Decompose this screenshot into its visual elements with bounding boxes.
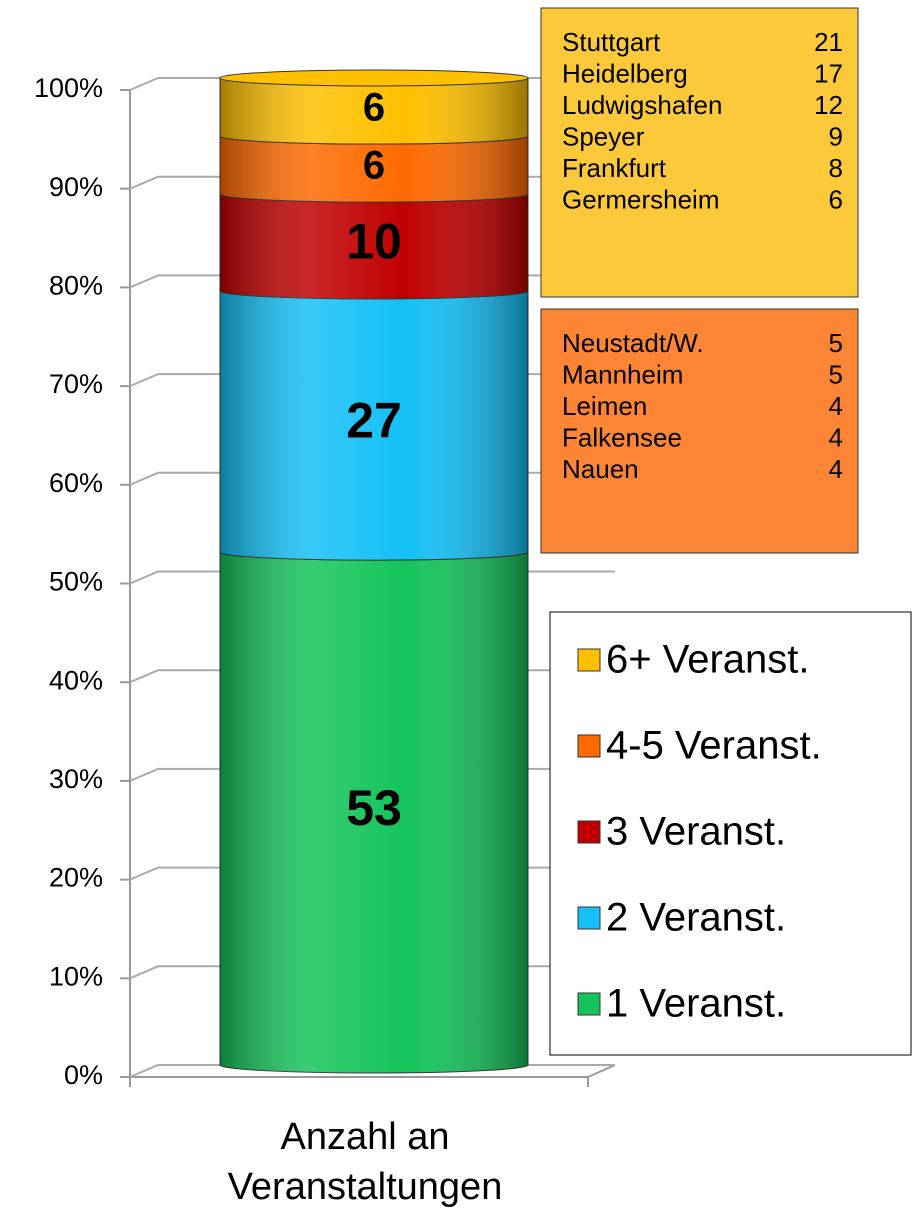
- city-count: 12: [814, 90, 843, 120]
- x-axis-depth: [587, 1064, 616, 1078]
- y-tick-label: 20%: [49, 863, 103, 893]
- city-name: Frankfurt: [562, 153, 667, 183]
- city-count: 17: [814, 58, 843, 88]
- legend-swatch: [577, 648, 601, 672]
- y-tick-label: 60%: [49, 468, 103, 498]
- city-name: Falkensee: [562, 422, 682, 452]
- data-label: 6: [363, 144, 385, 188]
- legend-box: [549, 611, 912, 1056]
- data-label: 27: [346, 393, 402, 449]
- x-category-label: Anzahl an Veranstaltungen: [227, 1116, 503, 1208]
- city-count: 4: [829, 422, 843, 452]
- data-label: 6: [363, 86, 385, 130]
- bar-segment: [219, 69, 529, 145]
- legend-swatch: [577, 734, 601, 758]
- y-tick-label: 90%: [49, 172, 103, 202]
- y-tick-label: 40%: [49, 665, 103, 695]
- city-count: 4: [829, 391, 843, 421]
- legend-label: 1 Veranst.: [606, 982, 786, 1026]
- city-name: Germersheim: [562, 184, 719, 214]
- city-name: Neustadt/W.: [562, 328, 704, 358]
- y-tick-label: 100%: [34, 73, 103, 103]
- city-count: 8: [829, 153, 843, 183]
- city-count: 5: [829, 328, 843, 358]
- city-count: 9: [829, 121, 843, 151]
- bar-segment: [219, 127, 529, 203]
- city-count: 21: [814, 27, 843, 57]
- legend-label: 4-5 Veranst.: [606, 724, 822, 768]
- city-name: Ludwigshafen: [562, 90, 722, 120]
- y-tick-label: 30%: [49, 764, 103, 794]
- legend-swatch: [577, 992, 601, 1016]
- data-label: 10: [346, 214, 402, 270]
- bar-shade: [220, 290, 528, 561]
- y-tick-label: 80%: [49, 271, 103, 301]
- legend-swatch: [577, 820, 601, 844]
- city-name: Leimen: [562, 391, 647, 421]
- bar-shade: [220, 78, 528, 145]
- city-name: Mannheim: [562, 359, 683, 389]
- data-label: 53: [346, 780, 402, 836]
- legend-label: 3 Veranst.: [606, 810, 786, 854]
- city-count: 4: [829, 454, 843, 484]
- y-tick-label: 0%: [64, 1060, 103, 1090]
- city-name: Nauen: [562, 454, 639, 484]
- city-count: 5: [829, 359, 843, 389]
- y-tick-label: 70%: [49, 369, 103, 399]
- y-tick-label: 50%: [49, 567, 103, 597]
- city-count: 6: [829, 184, 843, 214]
- bar-shade: [220, 136, 528, 203]
- bar-shade: [220, 194, 528, 299]
- bar-shade: [220, 552, 528, 1073]
- bar-top: [219, 69, 529, 87]
- y-tick-label: 10%: [49, 961, 103, 991]
- bar-segment: [219, 543, 529, 1074]
- legend-swatch: [577, 906, 601, 930]
- city-name: Stuttgart: [562, 27, 661, 57]
- city-name: Heidelberg: [562, 58, 688, 88]
- legend-label: 6+ Veranst.: [606, 638, 809, 682]
- city-list-box: [540, 7, 859, 298]
- legend-label: 2 Veranst.: [606, 896, 786, 940]
- city-name: Speyer: [562, 121, 645, 151]
- city-list-box: [540, 308, 859, 554]
